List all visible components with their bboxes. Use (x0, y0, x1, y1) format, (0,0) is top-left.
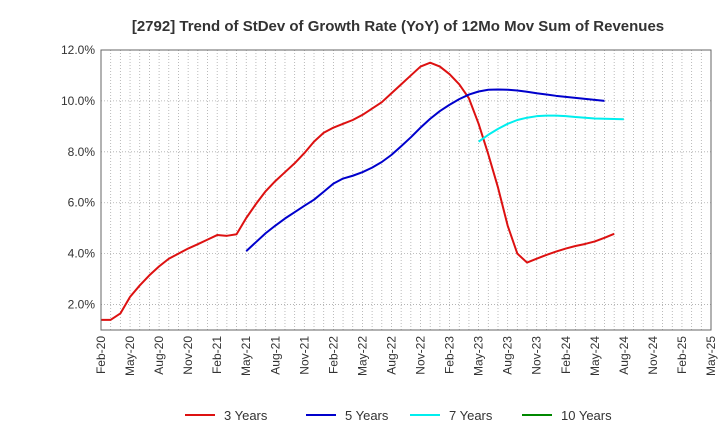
x-tick-label: May-23 (472, 336, 486, 376)
x-tick-label: May-22 (355, 336, 369, 376)
grid-lines (101, 49, 711, 330)
legend-label: 10 Years (561, 408, 612, 423)
x-tick-label: Nov-24 (646, 336, 660, 375)
x-tick-label: Aug-24 (617, 336, 631, 375)
x-tick-label: Nov-21 (297, 336, 311, 375)
x-tick-label: Feb-22 (326, 336, 340, 374)
x-tick-label: Feb-20 (94, 336, 108, 374)
x-tick-label: Nov-23 (530, 336, 544, 375)
y-tick-label: 12.0% (61, 43, 95, 57)
x-tick-label: Feb-21 (210, 336, 224, 374)
y-tick-label: 8.0% (68, 145, 96, 159)
y-tick-label: 2.0% (68, 298, 96, 312)
legend-label: 3 Years (224, 408, 268, 423)
chart-title: [2792] Trend of StDev of Growth Rate (Yo… (132, 18, 664, 35)
x-tick-label: May-24 (588, 336, 602, 376)
y-tick-label: 10.0% (61, 94, 95, 108)
legend-label: 7 Years (449, 408, 493, 423)
x-tick-label: Aug-22 (384, 336, 398, 375)
x-tick-label: Feb-24 (559, 336, 573, 374)
x-tick-label: May-21 (239, 336, 253, 376)
y-tick-label: 4.0% (68, 247, 96, 261)
plot-frame (100, 49, 712, 331)
legend: 3 Years 5 Years 7 Years 10 Years (185, 408, 612, 423)
x-tick-label: Nov-22 (414, 336, 428, 375)
x-axis-ticks: Feb-20 May-20 Aug-20 Nov-20 Feb-21 May-21 Aug-… (94, 336, 718, 376)
series-lines (101, 61, 624, 321)
x-tick-label: Aug-21 (268, 336, 282, 375)
x-tick-label: Aug-20 (152, 336, 166, 375)
series-line-7-years (478, 114, 624, 143)
x-tick-label: Nov-20 (181, 336, 195, 375)
x-tick-label: May-20 (123, 336, 137, 376)
y-tick-label: 6.0% (68, 196, 96, 210)
x-tick-label: Feb-25 (675, 336, 689, 374)
y-axis-ticks: 2.0% 4.0% 6.0% 8.0% 10.0% 12.0% (61, 43, 95, 312)
x-tick-label: Feb-23 (443, 336, 457, 374)
series-line-5-years (245, 88, 605, 252)
series-line-3-years (101, 61, 615, 321)
legend-label: 5 Years (345, 408, 389, 423)
x-tick-label: May-25 (704, 336, 718, 376)
x-tick-label: Aug-23 (501, 336, 515, 375)
